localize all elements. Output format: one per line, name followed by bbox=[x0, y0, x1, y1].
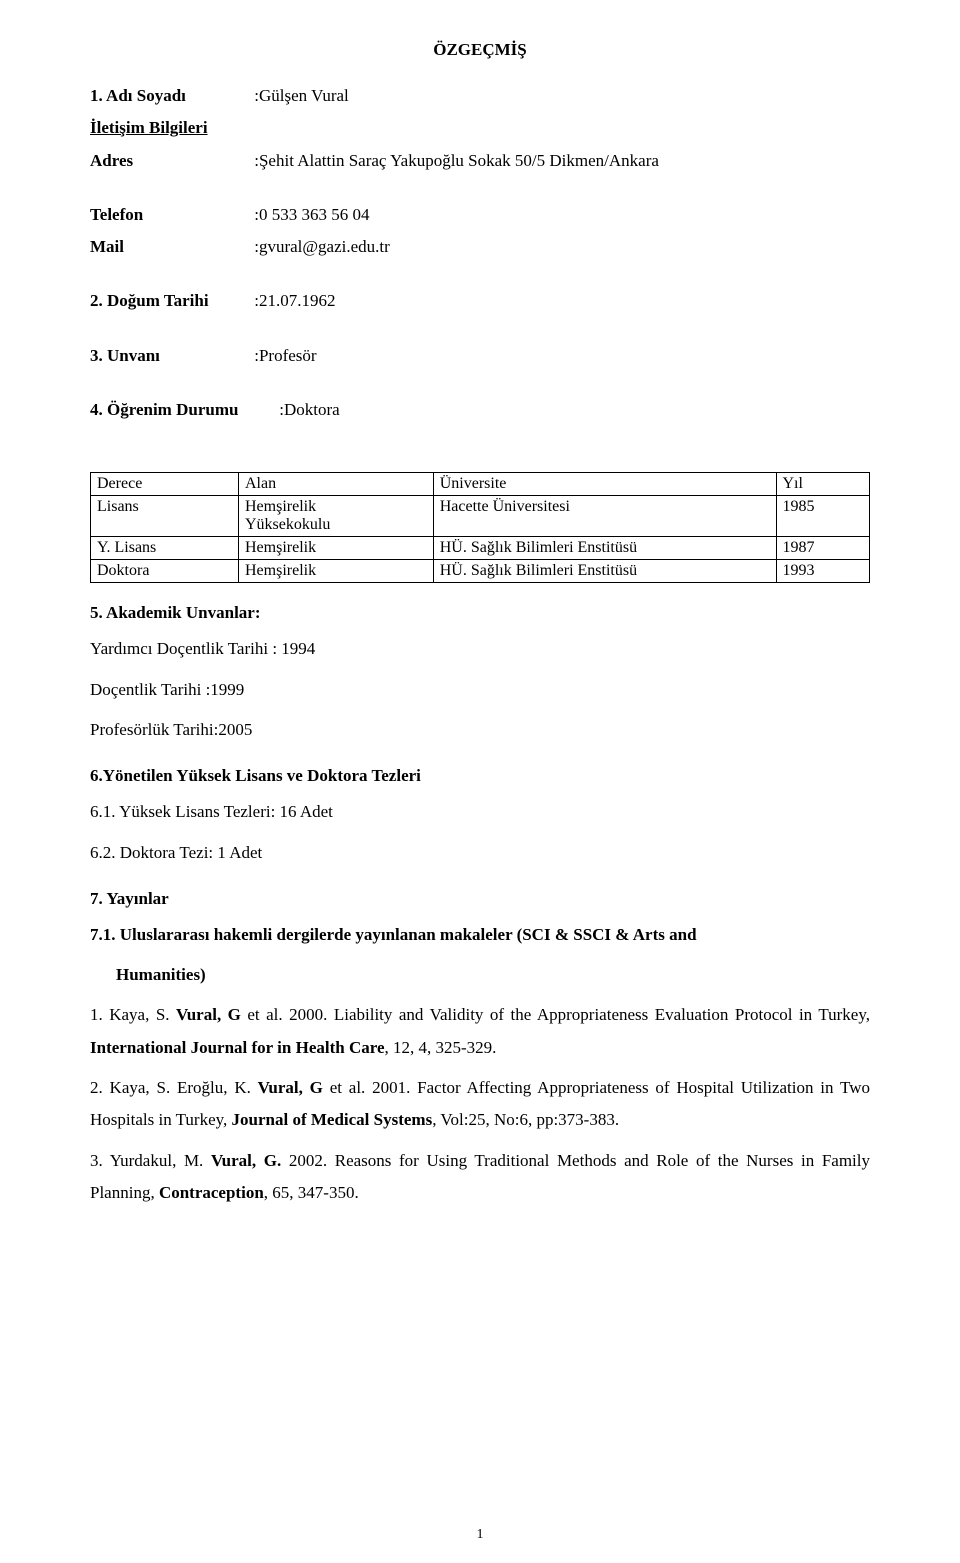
table-header-cell: Yıl bbox=[776, 473, 870, 496]
pub3-suffix: , 65, 347-350. bbox=[264, 1183, 359, 1202]
table-header-cell: Alan bbox=[239, 473, 434, 496]
table-cell: HÜ. Sağlık Bilimleri Enstitüsü bbox=[433, 560, 776, 583]
title-line: 3. Unvanı :Profesör bbox=[90, 340, 870, 372]
name-line: 1. Adı Soyadı :Gülşen Vural bbox=[90, 80, 870, 112]
table-cell: Lisans bbox=[91, 496, 239, 537]
birth-label: 2. Doğum Tarihi bbox=[90, 285, 250, 317]
table-cell: Hacette Üniversitesi bbox=[433, 496, 776, 537]
academic-line-3: Profesörlük Tarihi:2005 bbox=[90, 714, 870, 746]
edu-value: :Doktora bbox=[279, 400, 339, 419]
table-cell: 1993 bbox=[776, 560, 870, 583]
table-cell: 1985 bbox=[776, 496, 870, 537]
pub3-author: Vural, G. bbox=[211, 1151, 281, 1170]
table-row: DoktoraHemşirelikHÜ. Sağlık Bilimleri En… bbox=[91, 560, 870, 583]
rank-label: 3. Unvanı bbox=[90, 340, 250, 372]
pub3-journal: Contraception bbox=[159, 1183, 264, 1202]
theses-item-1: 6.1. Yüksek Lisans Tezleri: 16 Adet bbox=[90, 796, 870, 828]
address-label: Adres bbox=[90, 145, 250, 177]
table-header-cell: Derece bbox=[91, 473, 239, 496]
mail-value: :gvural@gazi.edu.tr bbox=[254, 237, 390, 256]
address-value: :Şehit Alattin Saraç Yakupoğlu Sokak 50/… bbox=[254, 151, 659, 170]
publication-1: 1. Kaya, S. Vural, G et al. 2000. Liabil… bbox=[90, 999, 870, 1064]
table-header-cell: Üniversite bbox=[433, 473, 776, 496]
pub2-prefix: 2. Kaya, S. Eroğlu, K. bbox=[90, 1078, 258, 1097]
pub1-journal: International Journal for in Health Care bbox=[90, 1038, 385, 1057]
publication-3: 3. Yurdakul, M. Vural, G. 2002. Reasons … bbox=[90, 1145, 870, 1210]
table-cell: Y. Lisans bbox=[91, 537, 239, 560]
pub2-author: Vural, G bbox=[258, 1078, 323, 1097]
table-cell: Hemşirelik bbox=[239, 560, 434, 583]
pub1-author: Vural, G bbox=[176, 1005, 241, 1024]
page-number: 1 bbox=[0, 1527, 960, 1543]
page-title: ÖZGEÇMİŞ bbox=[90, 40, 870, 60]
pub1-prefix: 1. Kaya, S. bbox=[90, 1005, 176, 1024]
name-label: 1. Adı Soyadı bbox=[90, 80, 250, 112]
edu-line: 4. Öğrenim Durumu :Doktora bbox=[90, 394, 870, 426]
table-cell: Hemşirelik bbox=[239, 537, 434, 560]
pub3-prefix: 3. Yurdakul, M. bbox=[90, 1151, 211, 1170]
table-cell: HÜ. Sağlık Bilimleri Enstitüsü bbox=[433, 537, 776, 560]
phone-line: Telefon :0 533 363 56 04 bbox=[90, 199, 870, 231]
cv-page: ÖZGEÇMİŞ 1. Adı Soyadı :Gülşen Vural İle… bbox=[0, 0, 960, 1563]
contact-label: İletişim Bilgileri bbox=[90, 112, 250, 144]
pub2-suffix: , Vol:25, No:6, pp:373-383. bbox=[432, 1110, 619, 1129]
table-cell: 1987 bbox=[776, 537, 870, 560]
academic-heading: 5. Akademik Unvanlar: bbox=[90, 603, 870, 623]
table-row: Y. LisansHemşirelikHÜ. Sağlık Bilimleri … bbox=[91, 537, 870, 560]
edu-label: 4. Öğrenim Durumu bbox=[90, 394, 275, 426]
phone-label: Telefon bbox=[90, 199, 250, 231]
contact-label-line: İletişim Bilgileri bbox=[90, 112, 870, 144]
mail-line: Mail :gvural@gazi.edu.tr bbox=[90, 231, 870, 263]
pubs-heading-7: 7. Yayınlar bbox=[90, 889, 870, 909]
theses-heading: 6.Yönetilen Yüksek Lisans ve Doktora Tez… bbox=[90, 766, 870, 786]
rank-value: :Profesör bbox=[254, 346, 316, 365]
birth-value: :21.07.1962 bbox=[254, 291, 335, 310]
theses-item-2: 6.2. Doktora Tezi: 1 Adet bbox=[90, 837, 870, 869]
pubs-heading-71b: Humanities) bbox=[90, 959, 870, 991]
table-cell: Doktora bbox=[91, 560, 239, 583]
pub1-suffix: , 12, 4, 325-329. bbox=[385, 1038, 497, 1057]
pub1-mid: et al. 2000. Liability and Validity of t… bbox=[241, 1005, 870, 1024]
table-row: LisansHemşirelikYüksekokuluHacette Ünive… bbox=[91, 496, 870, 537]
phone-value: :0 533 363 56 04 bbox=[254, 205, 369, 224]
name-value: :Gülşen Vural bbox=[254, 86, 349, 105]
education-table: DereceAlanÜniversiteYılLisansHemşirelikY… bbox=[90, 472, 870, 583]
academic-line-2: Doçentlik Tarihi :1999 bbox=[90, 674, 870, 706]
table-cell: HemşirelikYüksekokulu bbox=[239, 496, 434, 537]
academic-line-1: Yardımcı Doçentlik Tarihi : 1994 bbox=[90, 633, 870, 665]
birth-line: 2. Doğum Tarihi :21.07.1962 bbox=[90, 285, 870, 317]
pubs-heading-71a: 7.1. Uluslararası hakemli dergilerde yay… bbox=[90, 919, 870, 951]
address-line: Adres :Şehit Alattin Saraç Yakupoğlu Sok… bbox=[90, 145, 870, 177]
publication-2: 2. Kaya, S. Eroğlu, K. Vural, G et al. 2… bbox=[90, 1072, 870, 1137]
mail-label: Mail bbox=[90, 231, 250, 263]
pub2-journal: Journal of Medical Systems bbox=[232, 1110, 433, 1129]
